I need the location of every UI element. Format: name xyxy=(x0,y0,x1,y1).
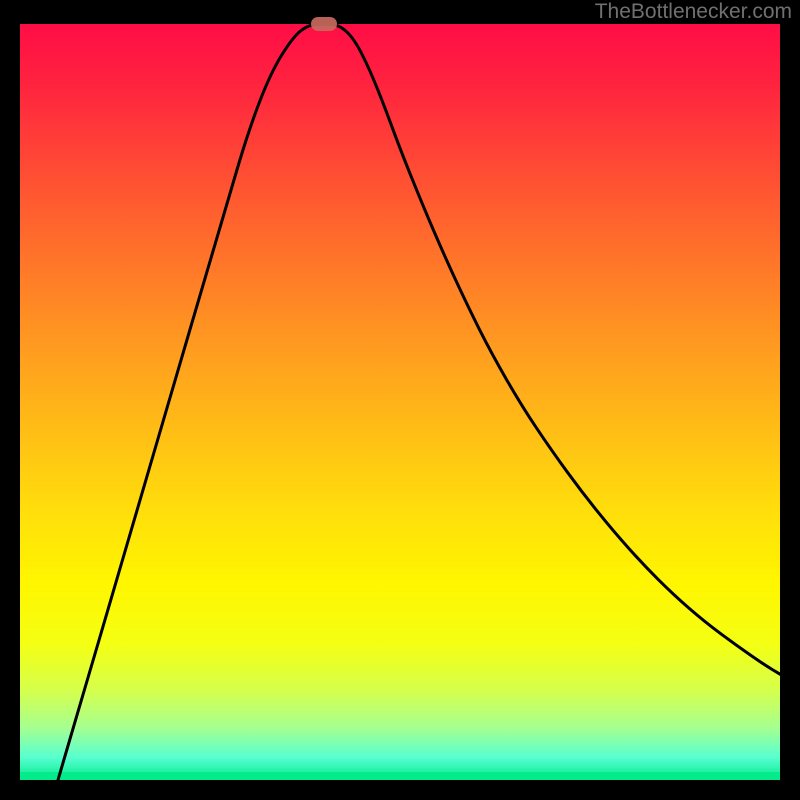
minimum-marker xyxy=(311,17,337,31)
curve xyxy=(58,24,780,780)
plot-area xyxy=(20,24,780,780)
curve-overlay xyxy=(20,24,780,780)
watermark: TheBottlenecker.com xyxy=(595,0,792,24)
outer-frame xyxy=(0,0,800,800)
